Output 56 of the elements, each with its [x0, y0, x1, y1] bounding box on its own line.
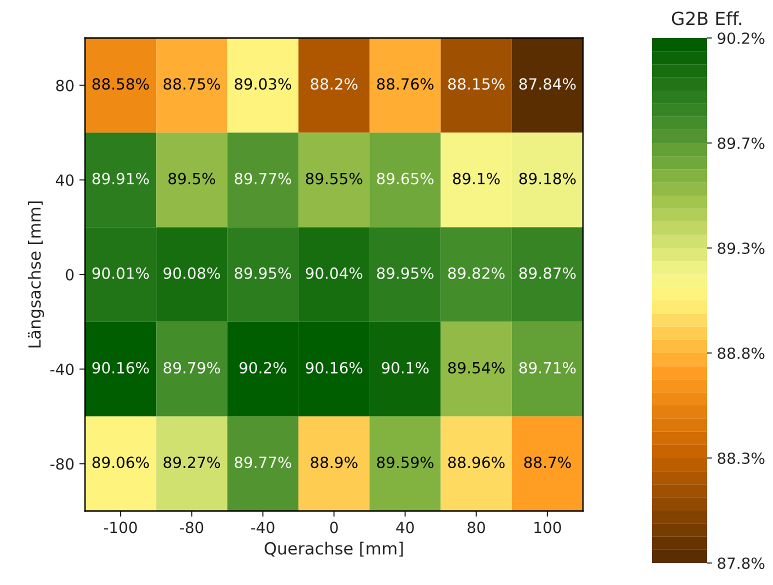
- y-tick-label: -80: [50, 458, 74, 470]
- data-label: 89.79%: [164, 362, 220, 374]
- color-bar-label: 88.8%: [718, 347, 764, 360]
- data-label: 89.77%: [234, 456, 292, 468]
- data-label: 89.54%: [448, 362, 505, 374]
- color-bar-label: 87.8%: [718, 557, 764, 570]
- x-tick-label: 80: [468, 522, 485, 534]
- color-bar-title: G2B Eff.: [672, 11, 742, 26]
- color-bar-label: 90.2%: [718, 32, 764, 44]
- data-label: 90.1%: [382, 362, 429, 374]
- data-label: 88.15%: [448, 78, 505, 90]
- data-label: 90.04%: [306, 267, 362, 279]
- data-label: 89.82%: [448, 267, 505, 279]
- y-axis-title: Längsachse [mm]: [28, 201, 44, 348]
- x-tick-label: -100: [104, 522, 137, 534]
- color-bar-label: 88.3%: [718, 452, 764, 464]
- data-label: 89.95%: [234, 267, 292, 279]
- data-label: 89.95%: [377, 267, 434, 279]
- data-label: 90.16%: [306, 362, 362, 374]
- data-label: 90.16%: [92, 362, 149, 374]
- data-label: 88.9%: [310, 456, 358, 468]
- data-label: 88.75%: [164, 78, 220, 90]
- x-tick-label: 0: [330, 522, 338, 534]
- data-label: 89.06%: [92, 456, 149, 468]
- data-label: 90.01%: [92, 267, 149, 279]
- color-bar-label: 89.3%: [718, 242, 764, 254]
- x-axis-title: Querachse [mm]: [264, 542, 403, 557]
- x-tick-label: 40: [396, 522, 414, 534]
- data-label: 87.84%: [519, 78, 576, 90]
- y-tick-label: 0: [66, 268, 74, 281]
- data-label: 89.71%: [519, 362, 576, 374]
- data-label: 89.55%: [306, 172, 362, 184]
- color-bar-label: 89.7%: [718, 137, 764, 150]
- data-label: 88.76%: [377, 78, 434, 90]
- data-label: 90.2%: [240, 362, 286, 374]
- data-label: 89.87%: [519, 267, 576, 279]
- data-label: 89.1%: [453, 172, 500, 184]
- data-label: 88.2%: [310, 78, 358, 90]
- data-label: 89.77%: [234, 172, 292, 184]
- x-tick-label: 100: [534, 522, 561, 534]
- data-label: 88.58%: [92, 78, 149, 90]
- data-label: 90.08%: [164, 267, 220, 279]
- data-label: 89.59%: [377, 456, 434, 468]
- data-label: 89.18%: [519, 172, 576, 184]
- data-label: 88.7%: [524, 456, 571, 468]
- data-label: 89.27%: [164, 456, 220, 468]
- data-label: 89.91%: [92, 172, 149, 184]
- x-tick-label: -40: [251, 522, 274, 534]
- y-tick-label: 80: [56, 80, 74, 92]
- x-tick-label: -80: [180, 522, 204, 534]
- data-label: 89.65%: [377, 172, 434, 184]
- y-tick-label: 40: [56, 174, 74, 186]
- data-label: 89.5%: [168, 172, 216, 184]
- data-label: 89.03%: [234, 78, 292, 90]
- y-tick-label: -40: [50, 364, 74, 376]
- data-label: 88.96%: [448, 456, 505, 468]
